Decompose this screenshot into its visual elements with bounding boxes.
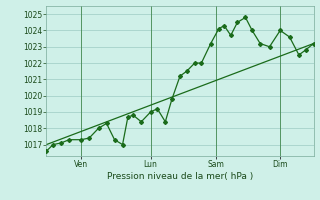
X-axis label: Pression niveau de la mer( hPa ): Pression niveau de la mer( hPa ) — [107, 172, 253, 181]
